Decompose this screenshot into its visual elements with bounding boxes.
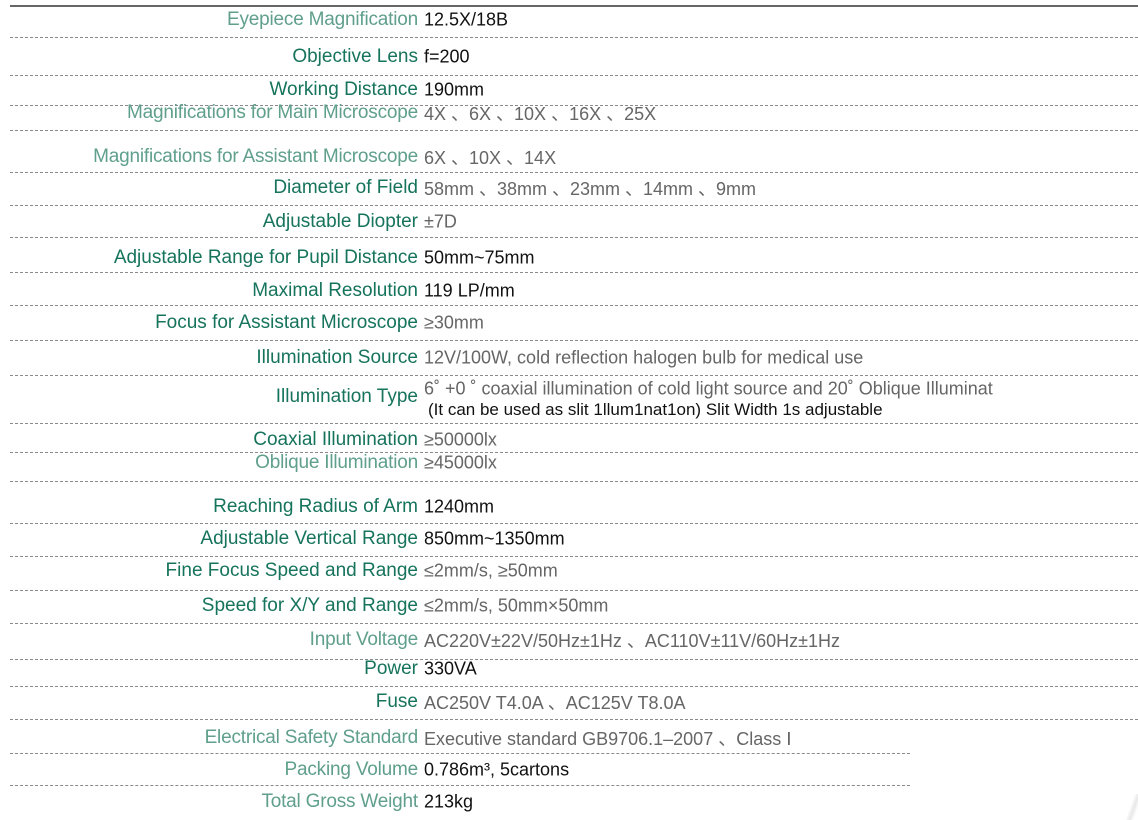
row-divider — [10, 375, 1138, 376]
spec-label: Adjustable Diopter — [262, 211, 418, 232]
spec-value: 1240mm — [424, 496, 495, 517]
spec-label: Reaching Radius of Arm — [213, 496, 418, 517]
table-top-border — [10, 5, 1138, 7]
spec-value: AC220V±22V/50Hz±1Hz 、AC110V±11V/60Hz±1Hz — [424, 631, 841, 651]
spec-value: f=200 — [424, 46, 470, 67]
spec-value: ≤2mm/s, ≥50mm — [424, 560, 558, 581]
spec-label: Maximal Resolution — [252, 280, 418, 301]
row-divider — [10, 172, 1138, 173]
spec-label: Magnifications for Assistant Microscope — [93, 146, 418, 167]
spec-label: Input Voltage — [309, 629, 419, 650]
spec-value: 0.786m³, 5cartons — [424, 759, 570, 780]
spec-value: ≤2mm/s, 50mm×50mm — [424, 595, 609, 616]
row-divider — [10, 130, 1138, 131]
row-divider — [10, 340, 1138, 341]
spec-label: Total Gross Weight — [261, 791, 418, 812]
row-divider — [10, 75, 1138, 76]
spec-value: 12.5X/18B — [424, 9, 509, 30]
spec-value: 4X 、6X 、10X 、16X 、25X — [424, 104, 657, 124]
spec-label: Electrical Safety Standard — [204, 727, 419, 748]
corner-decoration — [1126, 794, 1138, 820]
spec-value: ±7D — [424, 211, 457, 232]
row-divider — [10, 590, 1138, 591]
spec-value: ≥50000lx — [424, 429, 497, 450]
spec-label: Power — [364, 658, 418, 679]
row-divider — [10, 753, 910, 754]
spec-label: Focus for Assistant Microscope — [155, 312, 418, 333]
row-divider — [10, 719, 1138, 720]
spec-value: 12V/100W, cold reflection halogen bulb f… — [424, 347, 864, 368]
spec-value: 213kg — [424, 791, 474, 812]
spec-value: Executive standard GB9706.1–2007 、Class … — [424, 729, 792, 749]
row-divider — [10, 481, 1138, 482]
spec-label: Coaxial Illumination — [253, 429, 418, 450]
row-divider — [10, 785, 910, 786]
spec-value: 330VA — [424, 658, 477, 679]
spec-label: Illumination Type — [275, 386, 418, 407]
row-divider — [10, 623, 1138, 624]
spec-value: 190mm — [424, 79, 485, 100]
spec-value: ≥30mm — [424, 312, 484, 333]
spec-value: 50mm~75mm — [424, 247, 535, 268]
row-divider — [10, 205, 1138, 206]
spec-label: Adjustable Vertical Range — [200, 528, 418, 549]
spec-label: Magnifications for Main Microscope — [127, 102, 418, 123]
spec-value-note: (It can be used as slit 1llum1nat1on) Sl… — [428, 400, 883, 419]
spec-value: 119 LP/mm — [424, 280, 515, 301]
row-divider — [10, 272, 1138, 273]
spec-label: Oblique Illumination — [255, 452, 418, 473]
spec-value: 850mm~1350mm — [424, 528, 565, 549]
spec-label: Fine Focus Speed and Range — [165, 560, 418, 581]
spec-value: 58mm 、38mm 、23mm 、14mm 、9mm — [424, 179, 757, 199]
spec-label: Eyepiece Magnification — [227, 9, 418, 30]
row-divider — [10, 423, 1138, 424]
spec-label: Diameter of Field — [273, 177, 418, 198]
row-divider — [10, 659, 1138, 660]
spec-label: Packing Volume — [284, 759, 419, 780]
row-divider — [10, 523, 1138, 524]
spec-label: Illumination Source — [256, 347, 418, 368]
row-divider — [10, 237, 1138, 238]
row-divider — [10, 556, 1138, 557]
row-divider — [10, 686, 1138, 687]
spec-label: Speed for X/Y and Range — [201, 595, 418, 616]
row-divider — [10, 452, 1138, 453]
spec-label: Objective Lens — [292, 46, 418, 67]
spec-value: 6˚ +0 ˚ coaxial illumination of cold lig… — [424, 378, 993, 399]
row-divider — [10, 37, 1138, 38]
row-divider — [10, 305, 1138, 306]
spec-value: AC250V T4.0A 、AC125V T8.0A — [424, 693, 686, 713]
spec-label: Working Distance — [269, 79, 418, 100]
spec-value: 6X 、10X 、14X — [424, 148, 557, 168]
spec-label: Fuse — [375, 691, 418, 712]
spec-value: ≥45000lx — [424, 452, 497, 473]
spec-label: Adjustable Range for Pupil Distance — [113, 247, 418, 268]
row-divider — [10, 105, 1138, 106]
